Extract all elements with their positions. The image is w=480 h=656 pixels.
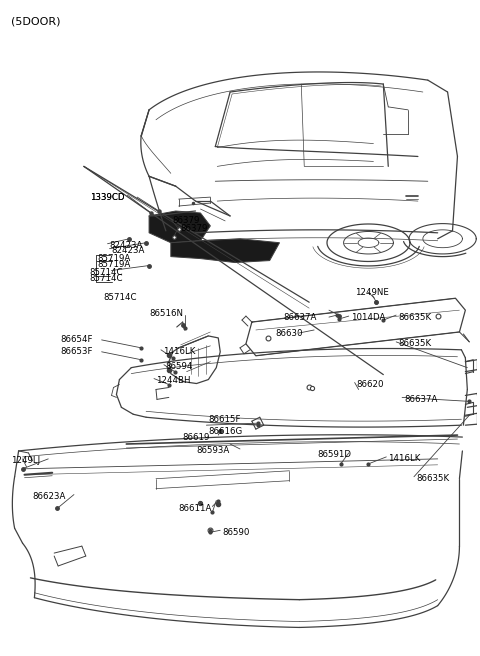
- Text: 86616G: 86616G: [208, 426, 242, 436]
- Text: 1249NE: 1249NE: [355, 288, 388, 297]
- Text: 86620: 86620: [357, 380, 384, 389]
- Polygon shape: [171, 239, 279, 262]
- Text: 1249LJ: 1249LJ: [11, 457, 40, 465]
- Text: 86594: 86594: [166, 362, 193, 371]
- Text: 82423A: 82423A: [109, 241, 143, 250]
- Text: 86635K: 86635K: [398, 313, 431, 321]
- Text: 1416LK: 1416LK: [388, 455, 420, 463]
- Text: 86635K: 86635K: [398, 339, 431, 348]
- Text: 82423A: 82423A: [111, 246, 145, 255]
- Text: 85719A: 85719A: [97, 260, 131, 269]
- Text: 86593A: 86593A: [196, 447, 230, 455]
- Text: 86637A: 86637A: [284, 313, 317, 321]
- Text: 1416LK: 1416LK: [163, 347, 195, 356]
- Polygon shape: [149, 211, 210, 243]
- Text: 1339CD: 1339CD: [90, 193, 124, 201]
- Text: 86653F: 86653F: [60, 347, 93, 356]
- Text: 86654F: 86654F: [60, 335, 93, 344]
- Text: 1339CD: 1339CD: [90, 193, 124, 201]
- Text: 85714C: 85714C: [90, 274, 123, 283]
- Text: 86611A: 86611A: [179, 504, 212, 513]
- Text: (5DOOR): (5DOOR): [11, 16, 60, 27]
- Text: 85714C: 85714C: [104, 293, 137, 302]
- Text: 85714C: 85714C: [90, 268, 123, 277]
- Text: 86591D: 86591D: [317, 451, 351, 459]
- Text: 85719A: 85719A: [97, 254, 131, 263]
- Text: 86637A: 86637A: [404, 395, 437, 404]
- Text: 86630: 86630: [276, 329, 303, 338]
- Text: 86635K: 86635K: [416, 474, 449, 483]
- Text: 1014DA: 1014DA: [351, 313, 385, 321]
- Text: 1244BH: 1244BH: [156, 376, 191, 385]
- Text: 86379: 86379: [173, 216, 200, 226]
- Text: 86619: 86619: [183, 432, 210, 441]
- Text: 86590: 86590: [222, 528, 250, 537]
- Text: 86516N: 86516N: [149, 308, 183, 318]
- Text: 86615F: 86615F: [208, 415, 241, 424]
- Text: 86379: 86379: [180, 224, 208, 234]
- Text: 86623A: 86623A: [33, 492, 66, 501]
